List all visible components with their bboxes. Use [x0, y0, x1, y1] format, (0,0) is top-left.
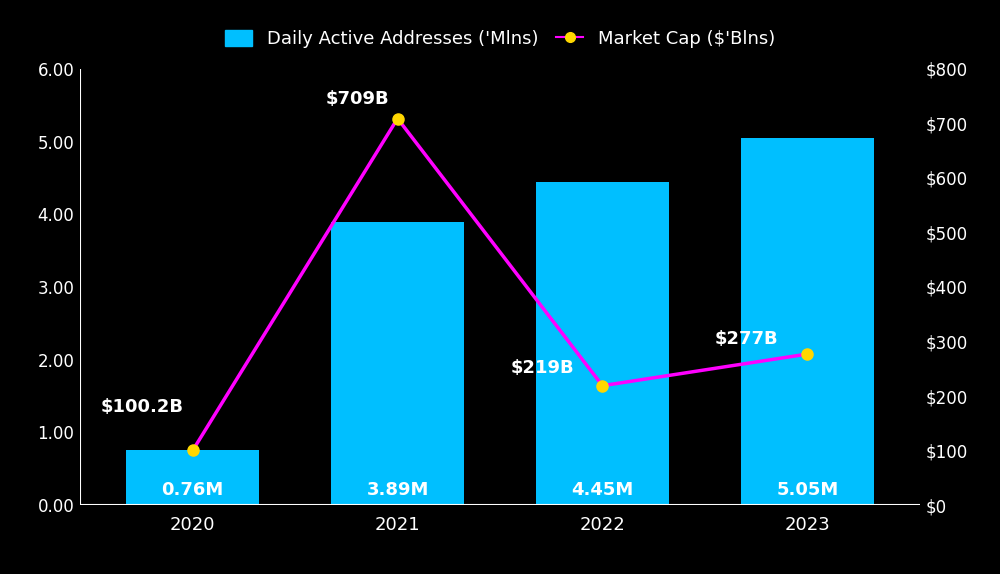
Text: 3.89M: 3.89M [366, 482, 429, 499]
Text: $277B: $277B [715, 329, 779, 348]
Text: 5.05M: 5.05M [776, 482, 838, 499]
Text: $709B: $709B [326, 90, 389, 108]
Bar [331, 222, 464, 505]
Bar [536, 181, 669, 505]
Bar [741, 138, 874, 505]
Legend: Daily Active Addresses ('Mlns), Market Cap ($'Blns): Daily Active Addresses ('Mlns), Market C… [216, 21, 784, 57]
Text: 4.45M: 4.45M [571, 482, 634, 499]
Bar [126, 450, 259, 505]
Text: $219B: $219B [510, 359, 574, 377]
Text: $100.2B: $100.2B [100, 398, 183, 416]
Text: 0.76M: 0.76M [162, 482, 224, 499]
